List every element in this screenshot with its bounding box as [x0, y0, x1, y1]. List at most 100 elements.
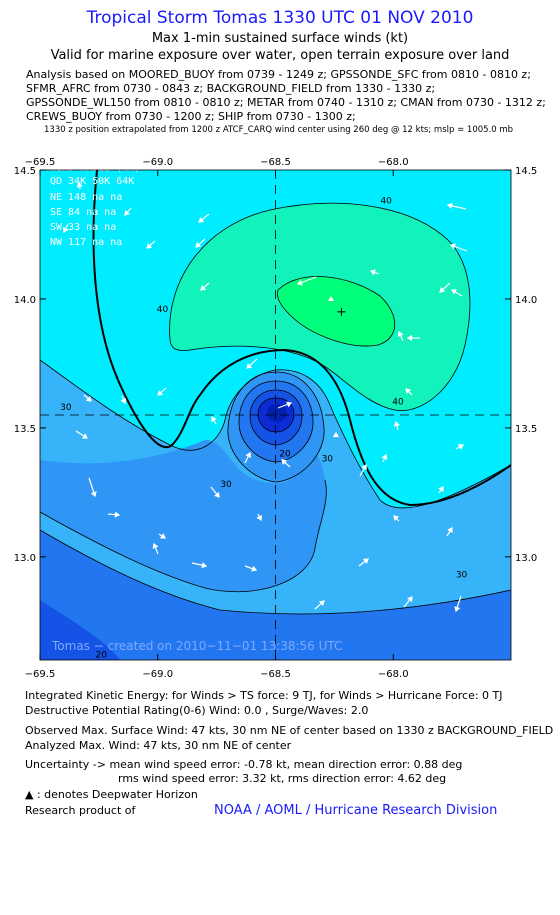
- wind-vectors: [63, 181, 468, 613]
- wind-field-chart: WIND RADII (NM) QD 34K 50K 64K NE 148 na…: [14, 157, 538, 680]
- position-note: 1330 z position extrapolated from 1200 z…: [44, 125, 514, 135]
- wind-vector-head: [393, 515, 400, 522]
- wind-radii-row: SW 33 na na: [50, 222, 116, 233]
- wind-vector-head: [63, 227, 69, 234]
- x-tick-label-bottom: −69.5: [25, 669, 56, 680]
- wind-vector-head: [76, 181, 83, 188]
- y-tick-label-left: 14.0: [14, 295, 36, 306]
- band-20-30-lower: [40, 440, 327, 592]
- y-tick-label-right: 13.5: [515, 424, 537, 435]
- core-ring-5: [267, 404, 287, 422]
- wind-vector-head: [214, 491, 220, 498]
- wind-vector-head: [114, 511, 121, 518]
- deepwater-horizon-note: ▲ : denotes Deepwater Horizon: [25, 788, 198, 801]
- wind-radii-row: NE 148 na na: [50, 192, 122, 203]
- wind-vector-head: [369, 269, 376, 276]
- research-product-label: Research product of: [25, 804, 136, 817]
- wind-vector-head: [198, 217, 205, 223]
- wind-vector-head: [124, 209, 130, 216]
- noaa-aoml-link[interactable]: NOAA / AOML / Hurricane Research Divisio…: [214, 803, 498, 818]
- wind-vector-head: [407, 596, 413, 603]
- wind-vector-head: [406, 334, 413, 342]
- y-tick-label-right: 13.0: [515, 553, 537, 564]
- chart-subtitle: Max 1-min sustained surface winds (kt): [151, 31, 409, 46]
- wind-vector-head: [405, 388, 412, 395]
- wind-vector-head: [447, 527, 453, 534]
- y-tick-label-left: 14.5: [14, 166, 36, 177]
- contour-label: 20: [96, 650, 108, 660]
- wind-vector-head: [397, 330, 404, 337]
- wind-vector-head: [451, 289, 458, 295]
- y-tick-label-right: 14.5: [515, 166, 537, 177]
- wind-vector-head: [381, 453, 388, 460]
- wind-radii-table: WIND RADII (NM) QD 34K 50K 64K NE 148 na…: [50, 163, 140, 248]
- contour-label: 30: [60, 403, 72, 413]
- contour-label: 40: [392, 398, 404, 408]
- wind-radii-title: WIND RADII (NM): [50, 163, 140, 174]
- x-tick-label-bottom: −68.5: [260, 669, 291, 680]
- contour-label: 40: [157, 305, 169, 315]
- wind-vector-head: [159, 533, 166, 539]
- wind-vector-head: [152, 542, 159, 549]
- wind-vector-head: [256, 515, 262, 522]
- wind-vector-head: [200, 284, 207, 291]
- analysis-line-2: SFMR_AFRC from 0730 - 0843 z; BACKGROUND…: [26, 82, 436, 95]
- wind-vector-head: [332, 431, 340, 438]
- wind-vector-head: [246, 362, 253, 369]
- wind-vector-head: [245, 451, 251, 458]
- y-tick-label-right: 14.0: [515, 295, 537, 306]
- wind-vector-head: [281, 459, 288, 466]
- analysis-line-4: CREWS_BUOY from 0730 - 1200 z; SHIP from…: [26, 110, 356, 123]
- wind-vector-head: [446, 202, 453, 209]
- wind-vector-head: [457, 444, 465, 450]
- y-tick-label-left: 13.5: [14, 424, 36, 435]
- y-tick-label-left: 13.0: [14, 553, 36, 564]
- wind-radii-row: SE 84 na na: [50, 207, 116, 218]
- destructive-potential-line: Destructive Potential Rating(0-6) Wind: …: [25, 704, 369, 717]
- contour-34kt: [92, 170, 511, 507]
- x-tick-label-bottom: −68.0: [378, 669, 409, 680]
- wind-vector-head: [439, 286, 446, 293]
- contour-label: 20: [279, 449, 291, 459]
- wind-vector-head: [393, 420, 401, 427]
- uncertainty-line-1: Uncertainty -> mean wind speed error: -0…: [25, 758, 463, 771]
- x-tick-label-top: −69.0: [142, 157, 173, 168]
- x-tick-label-top: −68.0: [378, 157, 409, 168]
- wind-vector-head: [438, 486, 444, 493]
- wind-vector-head: [449, 243, 456, 250]
- platform-icon: ▲: [25, 788, 34, 801]
- deepwater-horizon-text: : denotes Deepwater Horizon: [33, 788, 198, 801]
- contour-label: 30: [322, 454, 334, 464]
- wind-vector-head: [362, 558, 369, 564]
- wind-vector-head: [120, 398, 127, 405]
- wind-vector-head: [201, 562, 208, 569]
- x-tick-label-top: −69.5: [25, 157, 56, 168]
- wind-radii-row: NW 117 na na: [50, 237, 122, 248]
- wind-vector-head: [195, 241, 202, 248]
- chart-title: Tropical Storm Tomas 1330 UTC 01 NOV 201…: [86, 8, 474, 28]
- analyzed-max-wind-line: Analyzed Max. Wind: 47 kts, 30 nm NE of …: [25, 739, 292, 752]
- x-tick-label-top: −68.5: [260, 157, 291, 168]
- wind-vector-head: [146, 242, 153, 249]
- wind-vector-head: [157, 389, 164, 396]
- validity-note: Valid for marine exposure over water, op…: [50, 48, 510, 63]
- wind-vector-head: [327, 295, 335, 302]
- analysis-line-3: GPSSONDE_WL150 from 0810 - 0810 z; METAR…: [26, 96, 546, 109]
- creation-stamp: Tomas − created on 2010−11−01 13:38:56 U…: [51, 639, 342, 653]
- wind-vector-head: [81, 433, 88, 439]
- contour-label: 40: [380, 197, 392, 207]
- contour-label: 30: [220, 480, 232, 490]
- contour-label: 30: [456, 570, 468, 580]
- band-45-plus: [277, 276, 395, 346]
- wind-radii-header: QD 34K 50K 64K: [50, 176, 134, 187]
- wind-vector-head: [454, 606, 461, 613]
- wind-vector-head: [211, 415, 217, 423]
- wind-vector-head: [318, 600, 325, 607]
- wind-vector-head: [361, 463, 367, 471]
- wind-vector-head: [85, 396, 92, 402]
- x-tick-label-bottom: −69.0: [142, 669, 173, 680]
- wind-vector-head: [90, 491, 97, 498]
- ike-line: Integrated Kinetic Energy: for Winds > T…: [25, 689, 503, 702]
- contour-lines: [40, 202, 511, 615]
- wind-vector-head: [251, 565, 258, 572]
